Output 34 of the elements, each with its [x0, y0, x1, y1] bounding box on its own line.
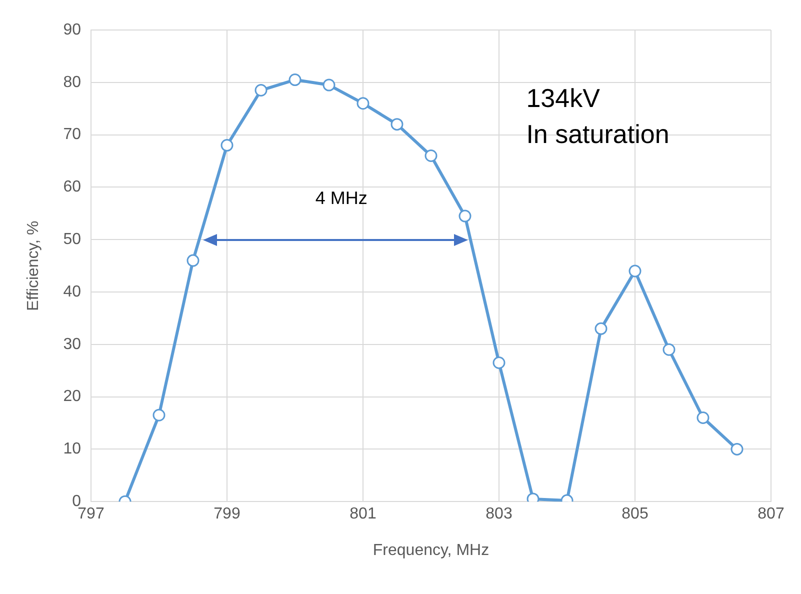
point [288, 74, 302, 86]
y-tick-label: 40 [63, 283, 82, 300]
point [458, 210, 472, 222]
y-tick-label: 20 [63, 388, 82, 406]
x-tick-label: 805 [622, 506, 648, 523]
y-tick-label: 70 [63, 126, 82, 144]
point [424, 150, 438, 162]
point [186, 254, 200, 267]
x-tick-label: 799 [214, 506, 240, 523]
point [152, 408, 166, 422]
annotation: 134kV In saturation [526, 82, 670, 151]
point [628, 264, 642, 278]
y-tick-label: 10 [63, 440, 82, 458]
point [356, 97, 370, 110]
point [696, 412, 710, 424]
y-tick-label: 60 [63, 178, 82, 196]
y-tick-label: 30 [63, 336, 82, 353]
x-axis-title: Frequency, MHz [372, 542, 490, 559]
point [730, 442, 744, 456]
y-tick-label: 50 [63, 231, 82, 248]
point [220, 139, 234, 152]
x-tick-label: 807 [758, 506, 784, 523]
point [492, 356, 506, 369]
y-tick-label: 80 [63, 74, 82, 91]
point [390, 118, 404, 131]
annotation: 4 MHz [315, 188, 368, 209]
y-axis-title: Efficiency, % [25, 220, 42, 311]
y-tick-label: 90 [63, 21, 82, 38]
x-tick-label: 801 [350, 506, 376, 523]
point [594, 322, 608, 335]
point [254, 84, 268, 97]
x-tick-label: 803 [486, 506, 512, 523]
point [662, 343, 676, 356]
point [322, 78, 336, 92]
